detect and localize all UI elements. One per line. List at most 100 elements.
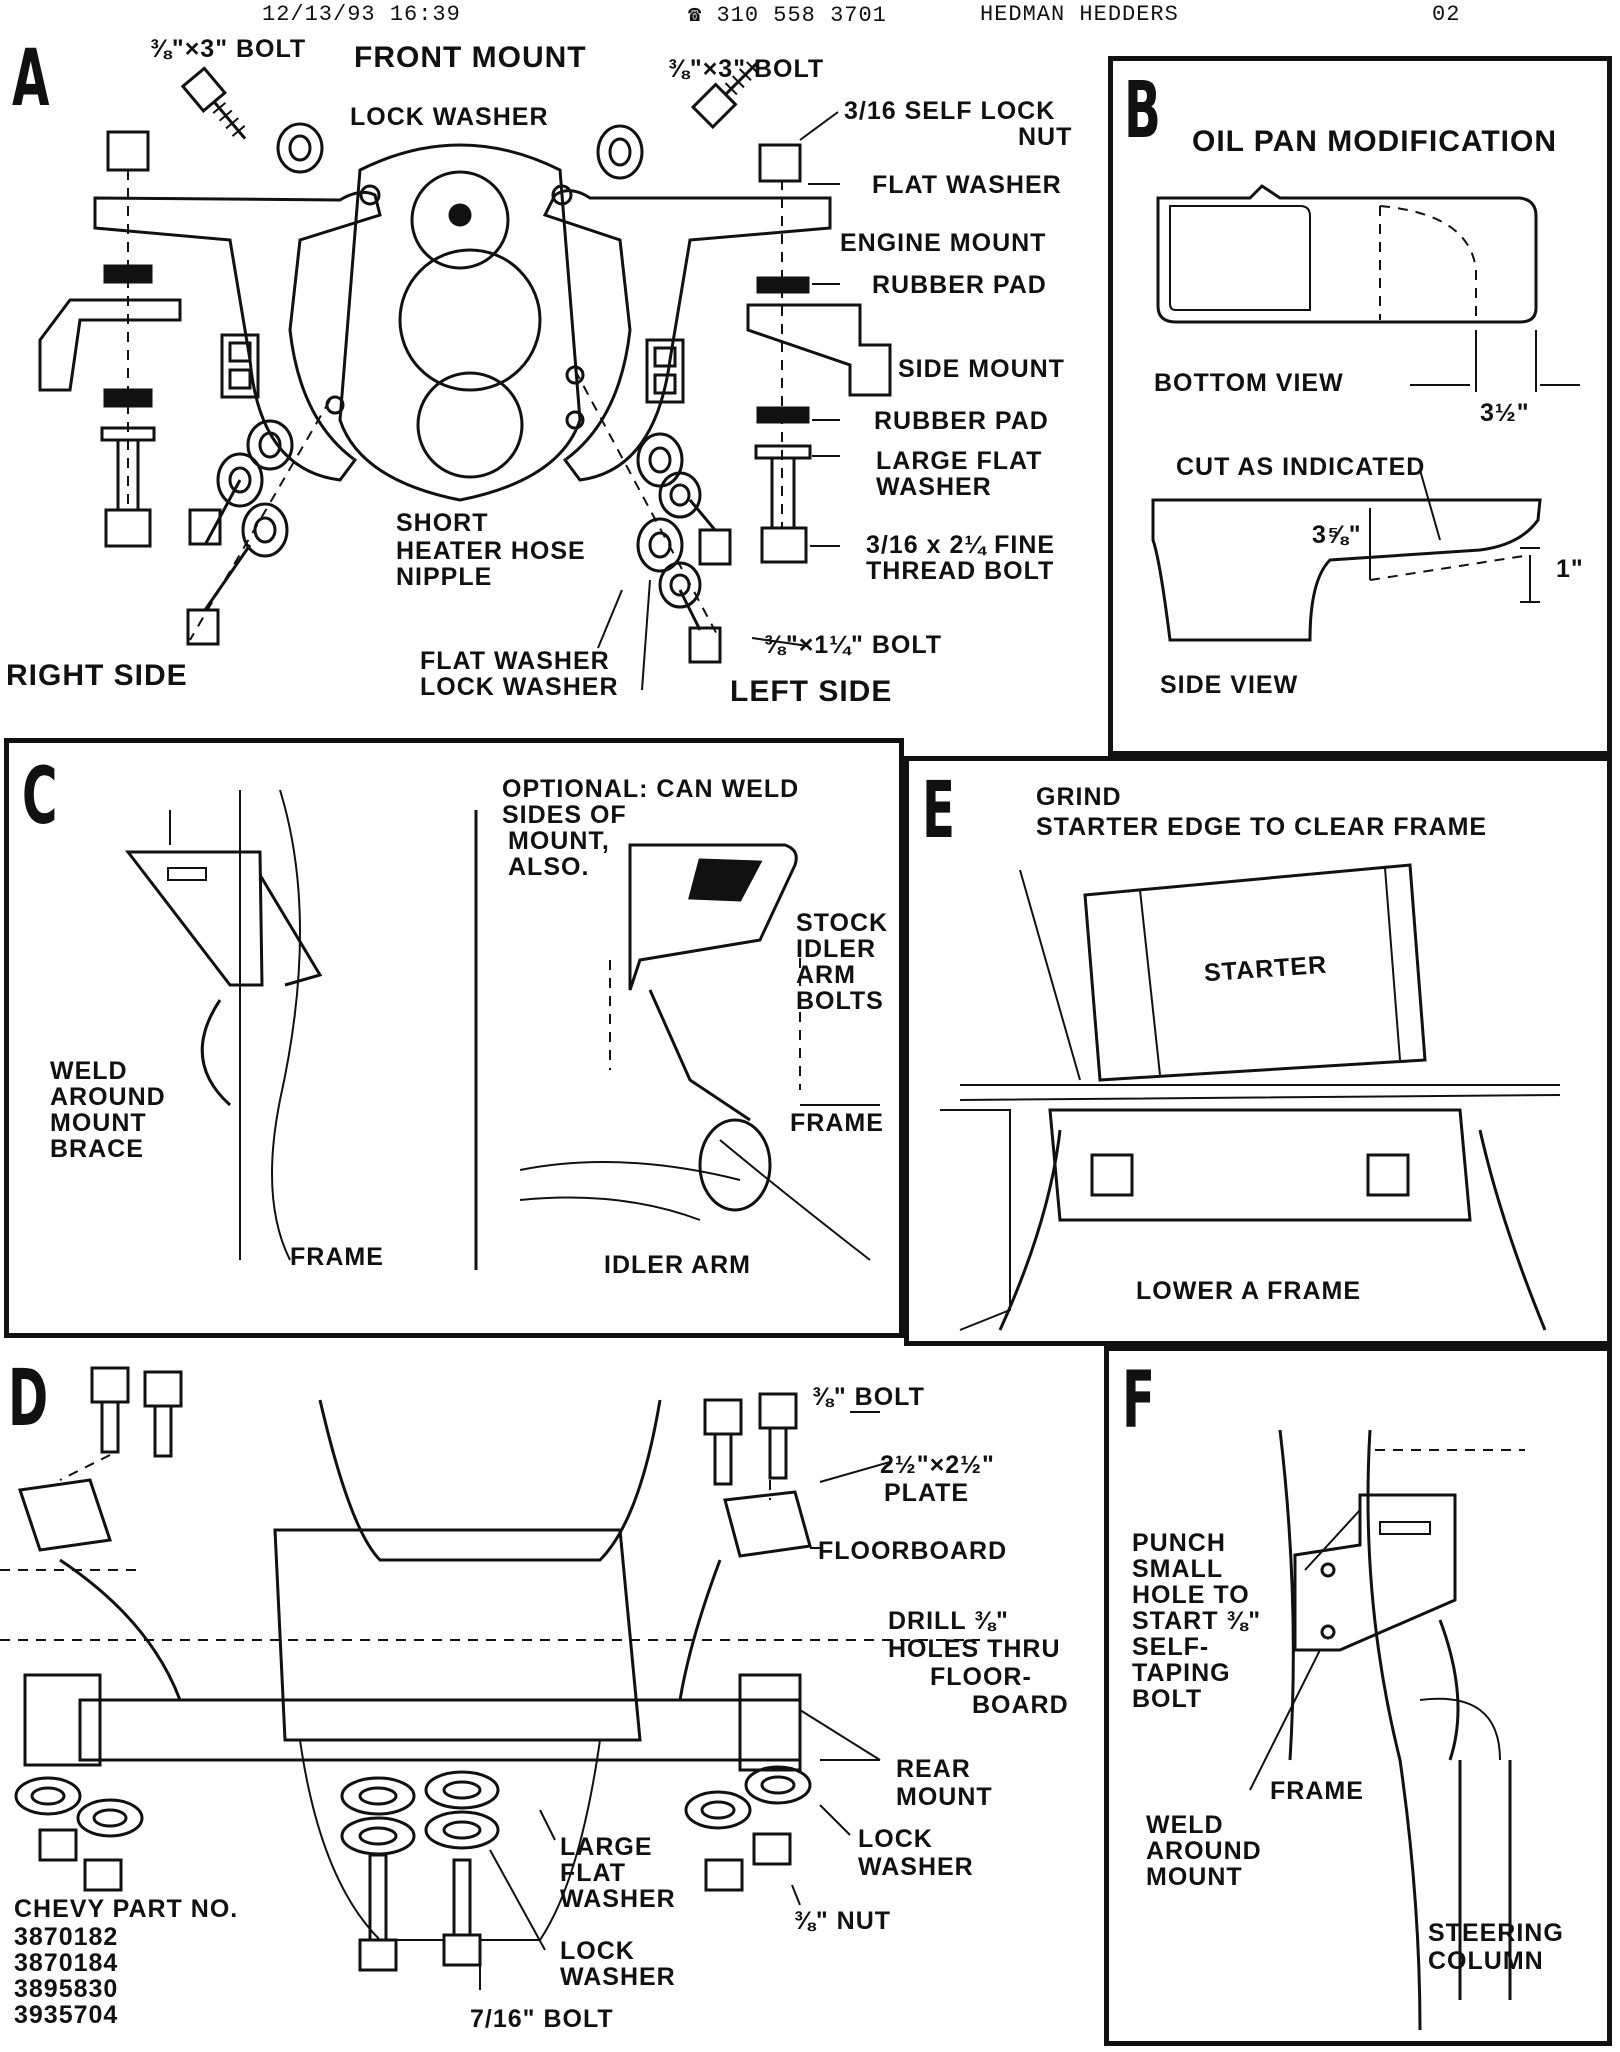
right-side-label: RIGHT SIDE	[6, 659, 188, 692]
part-number: 3870182	[14, 1923, 119, 1951]
optional-label-4: ALSO.	[508, 853, 590, 881]
part-number: 3935704	[14, 2001, 119, 2029]
stock-label-3: ARM	[796, 961, 856, 989]
nut-label: ⅜" NUT	[794, 1907, 892, 1935]
fax-company: HEDMAN HEDDERS	[980, 2, 1179, 27]
optional-label-3: MOUNT,	[508, 827, 610, 855]
panel-a-drawing	[38, 59, 892, 691]
side-mount-label: SIDE MOUNT	[898, 355, 1065, 383]
panel-d-drawing	[0, 1366, 980, 1990]
weld-label-4: BRACE	[50, 1135, 144, 1163]
punch-label-6: TAPING	[1132, 1659, 1231, 1687]
chevy-part-title: CHEVY PART NO.	[14, 1895, 239, 1923]
panel-f-letter: F	[1122, 1356, 1156, 1446]
hose-nipple-label-3: NIPPLE	[396, 563, 493, 591]
front-mount-title: FRONT MOUNT	[354, 41, 587, 74]
fax-phone: ☎ 310 558 3701	[688, 3, 887, 28]
panel-c-drawing	[124, 789, 880, 1270]
flat-washer-label-2: FLAT WASHER	[420, 647, 610, 675]
oil-pan-title: OIL PAN MODIFICATION	[1192, 125, 1557, 158]
weld-label-3: MOUNT	[50, 1109, 147, 1137]
punch-label-1: PUNCH	[1132, 1529, 1226, 1557]
rubber-pad-label-1: RUBBER PAD	[872, 271, 1047, 299]
plate-label-1: 2½"×2½"	[880, 1451, 995, 1479]
stock-label-1: STOCK	[796, 909, 889, 937]
drill-label-3: FLOOR-	[930, 1663, 1032, 1691]
punch-label-4: START ⅜"	[1132, 1607, 1262, 1635]
fine-bolt-label-1: 3/16 x 2¼ FINE	[866, 531, 1056, 559]
panel-e-frame	[904, 756, 1612, 1346]
weld-label-2: AROUND	[50, 1083, 166, 1111]
weld-around-label-2: AROUND	[1146, 1837, 1262, 1865]
right-side-fasteners	[186, 399, 331, 646]
steering-column-label-2: COLUMN	[1428, 1947, 1544, 1975]
punch-label-5: SELF-	[1132, 1633, 1210, 1661]
panel-e-drawing	[940, 863, 1561, 1331]
cut-as-indicated-label: CUT AS INDICATED	[1176, 453, 1426, 481]
grind-label-2: STARTER EDGE TO CLEAR FRAME	[1036, 813, 1488, 841]
lock-washer-center-label-2: WASHER	[560, 1963, 676, 1991]
panel-b-frame	[1108, 56, 1612, 756]
punch-label-7: BOLT	[1132, 1685, 1203, 1713]
panel-b-drawing	[1151, 184, 1580, 642]
dim-width-label: 3½"	[1480, 399, 1530, 427]
hose-nipple-label-2: HEATER HOSE	[396, 537, 586, 565]
lock-washer-right-label-1: LOCK	[858, 1825, 933, 1853]
rear-mount-label-1: REAR	[896, 1755, 971, 1783]
large-flat-washer-label-1: LARGE FLAT	[876, 447, 1043, 475]
drill-label-2: HOLES THRU	[888, 1635, 1061, 1663]
bolt-label: ⅜" BOLT	[812, 1383, 925, 1411]
bottom-view-label: BOTTOM VIEW	[1154, 369, 1344, 397]
punch-label-3: HOLE TO	[1132, 1581, 1250, 1609]
panel-e-letter: E	[922, 766, 956, 856]
weld-around-label-3: MOUNT	[1146, 1863, 1243, 1891]
self-lock-nut-label-1: 3/16 SELF LOCK	[844, 97, 1056, 125]
large-flat-washer-label-2: WASHER	[876, 473, 992, 501]
fax-page: 02	[1432, 2, 1461, 27]
part-number: 3895830	[14, 1975, 119, 2003]
panel-f-frame	[1104, 1346, 1612, 2046]
hose-nipple-label-1: SHORT	[396, 509, 489, 537]
panel-b-letter: B	[1124, 66, 1161, 156]
large-flat-label-3: WASHER	[560, 1885, 676, 1913]
lock-washer-label: LOCK WASHER	[350, 103, 549, 131]
part-number: 3870184	[14, 1949, 119, 1977]
lock-washer-right-label-2: WASHER	[858, 1853, 974, 1881]
floorboard-label: FLOORBOARD	[818, 1537, 1008, 1565]
frame-label: FRAME	[1270, 1777, 1364, 1805]
lock-washer-label-2: LOCK WASHER	[420, 673, 619, 701]
large-flat-label-2: FLAT	[560, 1859, 627, 1887]
weld-around-label-1: WELD	[1146, 1811, 1224, 1839]
flat-washer-label: FLAT WASHER	[872, 171, 1062, 199]
weld-label-1: WELD	[50, 1057, 128, 1085]
optional-label-2: SIDES OF	[502, 801, 627, 829]
lower-a-frame-label: LOWER A FRAME	[1136, 1277, 1362, 1305]
fax-datetime: 12/13/93 16:39	[262, 2, 461, 27]
panel-a-letter: A	[12, 34, 50, 124]
large-flat-label-1: LARGE	[560, 1833, 653, 1861]
bolt-right-label: ⅜"×3" BOLT	[668, 55, 825, 83]
plate-label-2: PLATE	[884, 1479, 970, 1507]
stock-label-4: BOLTS	[796, 987, 884, 1015]
drill-label-1: DRILL ⅜"	[888, 1607, 1009, 1635]
frame-right-label: FRAME	[790, 1109, 884, 1137]
stock-label-2: IDLER	[796, 935, 876, 963]
punch-label-2: SMALL	[1132, 1555, 1224, 1583]
panel-d-letter: D	[8, 1354, 49, 1444]
panel-c-letter: C	[22, 752, 58, 842]
bolt-small-label: ⅜"×1¼" BOLT	[764, 631, 943, 659]
dim-one-label: 1"	[1556, 555, 1584, 583]
frame-left-label: FRAME	[290, 1243, 384, 1271]
bolt-716-label: 7/16" BOLT	[470, 2005, 614, 2033]
rear-mount-label-2: MOUNT	[896, 1783, 993, 1811]
engine-mount-label: ENGINE MOUNT	[840, 229, 1047, 257]
lock-washer-center-label-1: LOCK	[560, 1937, 635, 1965]
idler-arm-label: IDLER ARM	[604, 1251, 751, 1279]
panel-f-drawing	[1249, 1429, 1525, 2031]
steering-column-label-1: STEERING	[1428, 1919, 1564, 1947]
dim-depth-label: 3⅝"	[1312, 521, 1362, 549]
rubber-pad-label-2: RUBBER PAD	[874, 407, 1049, 435]
fine-bolt-label-2: THREAD BOLT	[866, 557, 1055, 585]
bolt-left-label: ⅜"×3" BOLT	[150, 35, 307, 63]
